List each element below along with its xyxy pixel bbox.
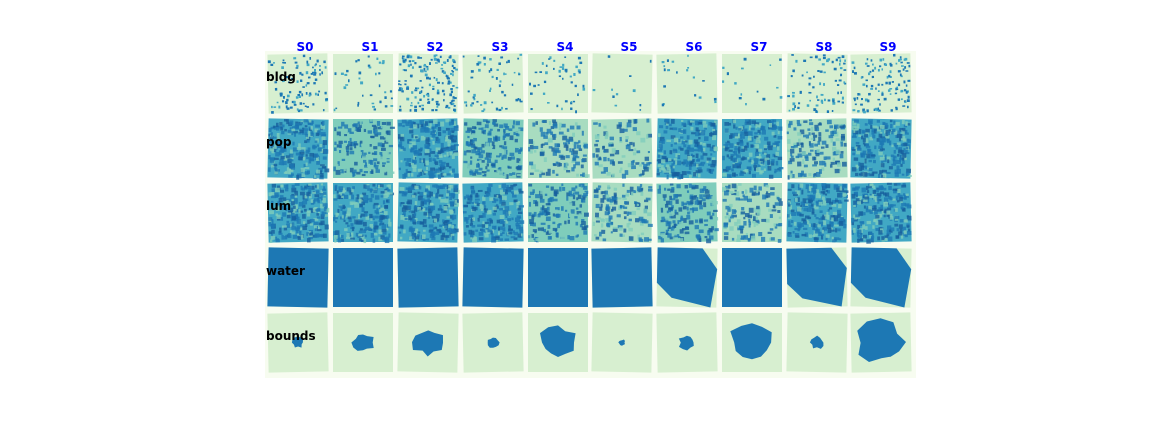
row-label-lum: lum: [266, 199, 291, 213]
column-label-s1: S1: [362, 40, 379, 54]
tile-water-s6: [656, 247, 718, 308]
tile-pop-s0: [267, 118, 330, 180]
tile-water-s7: [722, 248, 782, 307]
tile-bounds-s4: [528, 313, 588, 372]
tile-bldg-s5: [591, 53, 653, 114]
tile-bldg-s8: [786, 53, 848, 114]
column-label-s8: S8: [816, 40, 833, 54]
column-label-s2: S2: [427, 40, 444, 54]
row-label-water: water: [266, 264, 305, 278]
tile-water-s5: [591, 247, 653, 308]
tile-pop-s6: [656, 118, 718, 180]
tile-bldg-s7: [722, 54, 783, 113]
tile-bounds-s3: [462, 312, 524, 373]
tile-lum-s5: [591, 182, 653, 243]
tile-bounds-s2: [397, 312, 459, 373]
tile-pop-s7: [722, 119, 784, 179]
tile-bldg-s4: [528, 54, 588, 114]
tile-pop-s1: [333, 119, 395, 178]
tile-water-s4: [528, 248, 588, 307]
tile-bldg-s6: [656, 53, 718, 114]
tile-bldg-s9: [850, 53, 912, 114]
tile-pop-s5: [591, 118, 653, 179]
row-label-pop: pop: [266, 135, 292, 149]
tile-pop-s8: [786, 118, 848, 180]
tiles-layer: [267, 53, 912, 373]
tile-water-s1: [333, 248, 393, 307]
column-label-s0: S0: [297, 40, 314, 54]
tile-lum-s0: [267, 182, 330, 244]
tile-bldg-s3: [462, 53, 524, 114]
row-label-bounds: bounds: [266, 329, 316, 343]
tile-pop-s2: [397, 118, 459, 179]
column-labels: S0 S1 S2 S3 S4 S5 S6 S7 S8 S9: [297, 40, 897, 54]
tile-lum-s9: [850, 182, 912, 244]
tile-pop-s3: [462, 118, 524, 179]
tile-water-s0: [267, 247, 329, 308]
tile-lum-s8: [786, 182, 849, 243]
tile-lum-s2: [397, 182, 460, 243]
tile-bounds-s9: [850, 312, 912, 373]
tile-bounds-s7: [722, 313, 782, 372]
tile-lum-s3: [462, 182, 525, 243]
tile-lum-s6: [656, 182, 719, 244]
tile-water-s9: [850, 247, 912, 308]
tile-bldg-s0: [267, 53, 329, 114]
tile-bounds-s0: [267, 312, 329, 373]
column-label-s4: S4: [557, 40, 574, 54]
tile-pop-s4: [528, 119, 590, 178]
column-label-s9: S9: [880, 40, 897, 54]
tile-pop-s9: [850, 118, 912, 179]
column-label-s6: S6: [686, 40, 703, 54]
tile-lum-s4: [528, 183, 589, 243]
tile-bldg-s1: [333, 54, 394, 113]
tile-bounds-s5: [591, 312, 653, 373]
tile-water-s2: [397, 247, 459, 308]
tile-lum-s7: [722, 183, 783, 243]
tile-bounds-s8: [786, 312, 848, 373]
column-label-s3: S3: [492, 40, 509, 54]
tile-water-s3: [462, 247, 524, 308]
tile-bounds-s6: [656, 312, 718, 373]
row-labels: bldg pop lum water bounds: [266, 70, 316, 343]
row-label-bldg: bldg: [266, 70, 296, 84]
column-label-s5: S5: [621, 40, 638, 54]
tile-lum-s1: [333, 183, 395, 244]
tile-water-s8: [786, 247, 848, 308]
tile-bldg-s2: [397, 53, 459, 114]
column-label-s7: S7: [751, 40, 768, 54]
tile-bounds-s1: [333, 313, 393, 372]
